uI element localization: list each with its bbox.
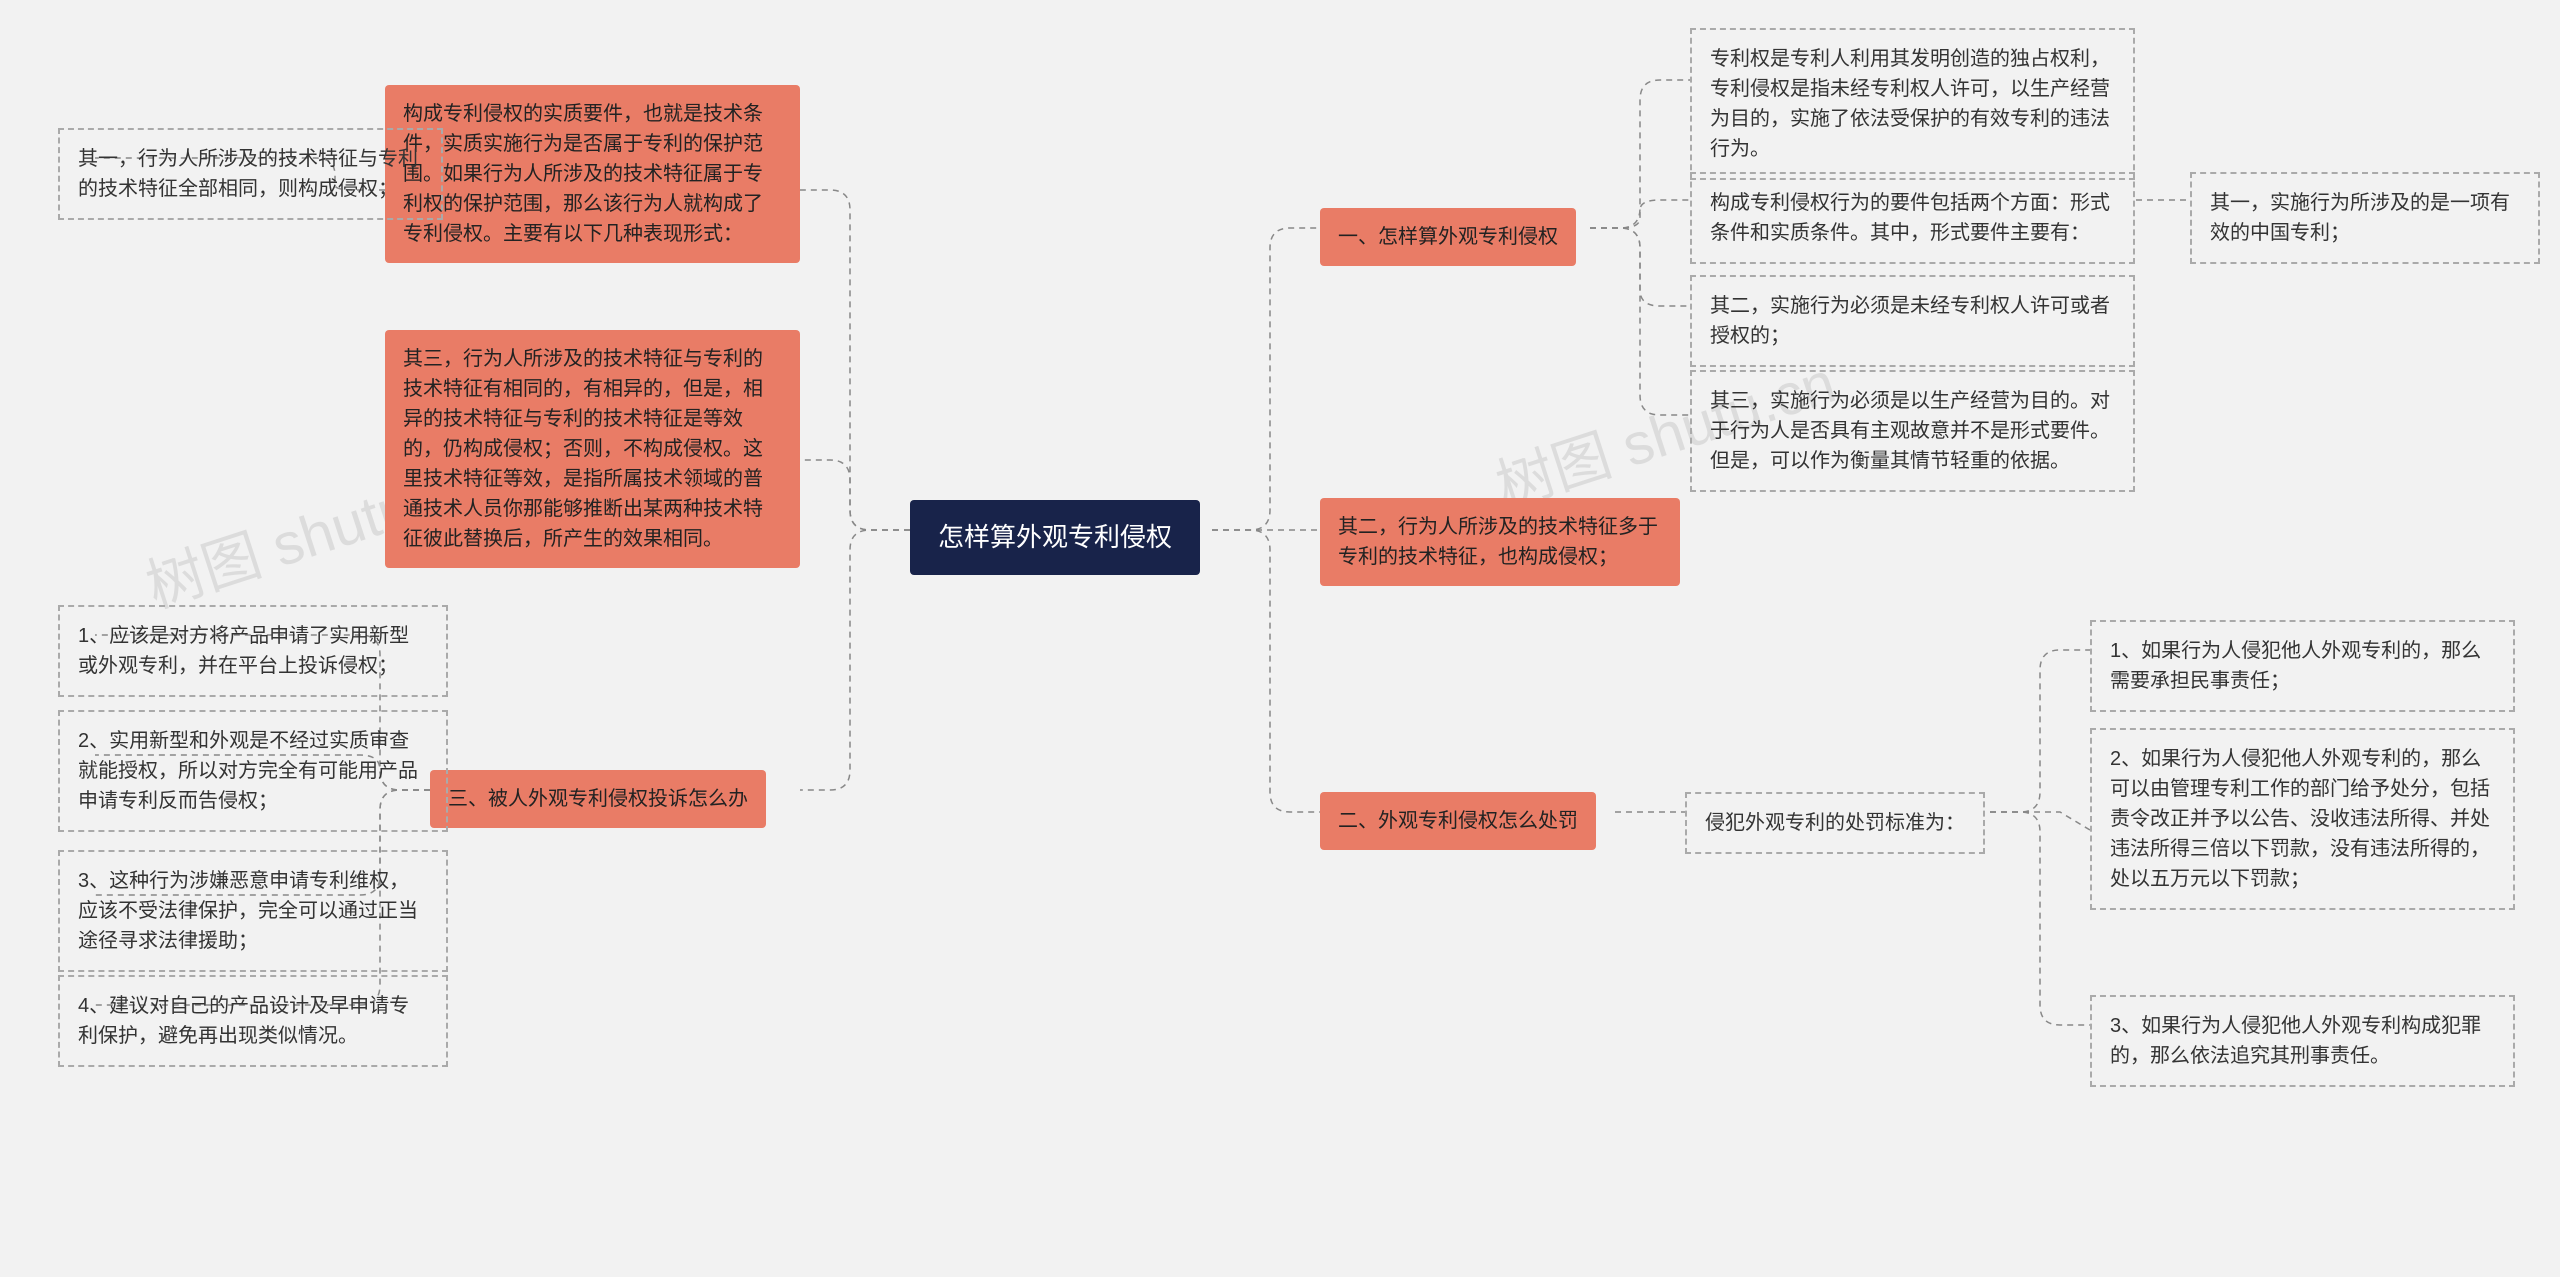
left-branch-1-leaf-text: 其一，行为人所涉及的技术特征与专利的技术特征全部相同，则构成侵权； [78, 148, 418, 200]
right-branch-3-leaf-c: 3、如果行为人侵犯他人外观专利构成犯罪的，那么依法追究其刑事责任。 [2090, 995, 2515, 1087]
right-branch-3-mid: 侵犯外观专利的处罚标准为： [1685, 792, 1985, 854]
right-branch-3-leaf-b: 2、如果行为人侵犯他人外观专利的，那么可以由管理专利工作的部门给予处分，包括责令… [2090, 728, 2515, 910]
right-branch-1-leaf-b: 构成专利侵权行为的要件包括两个方面：形式条件和实质条件。其中，形式要件主要有： [1690, 172, 2135, 264]
right-branch-2-text: 其二，行为人所涉及的技术特征多于专利的技术特征，也构成侵权； [1338, 516, 1658, 568]
right-branch-1[interactable]: 一、怎样算外观专利侵权 [1320, 208, 1576, 266]
r3-leaf-c-text: 3、如果行为人侵犯他人外观专利构成犯罪的，那么依法追究其刑事责任。 [2110, 1015, 2481, 1067]
r1-leaf-b-sub-text: 其一，实施行为所涉及的是一项有效的中国专利； [2210, 192, 2510, 244]
right-branch-1-leaf-a: 专利权是专利人利用其发明创造的独占权利，专利侵权是指未经专利权人许可，以生产经营… [1690, 28, 2135, 180]
left-branch-2-text: 其三，行为人所涉及的技术特征与专利的技术特征有相同的，有相异的，但是，相异的技术… [403, 348, 763, 550]
r3-leaf-a-text: 1、如果行为人侵犯他人外观专利的，那么需要承担民事责任； [2110, 640, 2481, 692]
left-branch-2[interactable]: 其三，行为人所涉及的技术特征与专利的技术特征有相同的，有相异的，但是，相异的技术… [385, 330, 800, 568]
left-branch-3[interactable]: 三、被人外观专利侵权投诉怎么办 [430, 770, 766, 828]
left-branch-3-text: 三、被人外观专利侵权投诉怎么办 [448, 788, 748, 810]
r3-mid-text: 侵犯外观专利的处罚标准为： [1705, 812, 1965, 834]
left-branch-3-leaf-d-text: 4、建议对自己的产品设计及早申请专利保护，避免再出现类似情况。 [78, 995, 409, 1047]
right-branch-1-text: 一、怎样算外观专利侵权 [1338, 226, 1558, 248]
center-node[interactable]: 怎样算外观专利侵权 [910, 500, 1200, 575]
right-branch-3-leaf-a: 1、如果行为人侵犯他人外观专利的，那么需要承担民事责任； [2090, 620, 2515, 712]
left-branch-1-leaf: 其一，行为人所涉及的技术特征与专利的技术特征全部相同，则构成侵权； [58, 128, 443, 220]
left-branch-1-text: 构成专利侵权的实质要件，也就是技术条件，实质实施行为是否属于专利的保护范围。如果… [403, 103, 763, 245]
right-branch-2[interactable]: 其二，行为人所涉及的技术特征多于专利的技术特征，也构成侵权； [1320, 498, 1680, 586]
left-branch-3-leaf-b: 2、实用新型和外观是不经过实质审查就能授权，所以对方完全有可能用产品申请专利反而… [58, 710, 448, 832]
r1-leaf-c-text: 其二，实施行为必须是未经专利权人许可或者授权的； [1710, 295, 2110, 347]
r1-leaf-b-text: 构成专利侵权行为的要件包括两个方面：形式条件和实质条件。其中，形式要件主要有： [1710, 192, 2110, 244]
r1-leaf-d-text: 其三，实施行为必须是以生产经营为目的。对于行为人是否具有主观故意并不是形式要件。… [1710, 390, 2110, 472]
right-branch-3-text: 二、外观专利侵权怎么处罚 [1338, 810, 1578, 832]
right-branch-1-leaf-d: 其三，实施行为必须是以生产经营为目的。对于行为人是否具有主观故意并不是形式要件。… [1690, 370, 2135, 492]
right-branch-3[interactable]: 二、外观专利侵权怎么处罚 [1320, 792, 1596, 850]
left-branch-3-leaf-d: 4、建议对自己的产品设计及早申请专利保护，避免再出现类似情况。 [58, 975, 448, 1067]
left-branch-3-leaf-a: 1、应该是对方将产品申请了实用新型或外观专利，并在平台上投诉侵权； [58, 605, 448, 697]
r3-leaf-b-text: 2、如果行为人侵犯他人外观专利的，那么可以由管理专利工作的部门给予处分，包括责令… [2110, 748, 2490, 890]
left-branch-3-leaf-a-text: 1、应该是对方将产品申请了实用新型或外观专利，并在平台上投诉侵权； [78, 625, 409, 677]
r1-leaf-a-text: 专利权是专利人利用其发明创造的独占权利，专利侵权是指未经专利权人许可，以生产经营… [1710, 48, 2110, 160]
right-branch-1-leaf-b-sub: 其一，实施行为所涉及的是一项有效的中国专利； [2190, 172, 2540, 264]
center-label: 怎样算外观专利侵权 [938, 522, 1172, 552]
left-branch-3-leaf-b-text: 2、实用新型和外观是不经过实质审查就能授权，所以对方完全有可能用产品申请专利反而… [78, 730, 418, 812]
right-branch-1-leaf-c: 其二，实施行为必须是未经专利权人许可或者授权的； [1690, 275, 2135, 367]
left-branch-1[interactable]: 构成专利侵权的实质要件，也就是技术条件，实质实施行为是否属于专利的保护范围。如果… [385, 85, 800, 263]
left-branch-3-leaf-c-text: 3、这种行为涉嫌恶意申请专利维权，应该不受法律保护，完全可以通过正当途径寻求法律… [78, 870, 418, 952]
left-branch-3-leaf-c: 3、这种行为涉嫌恶意申请专利维权，应该不受法律保护，完全可以通过正当途径寻求法律… [58, 850, 448, 972]
